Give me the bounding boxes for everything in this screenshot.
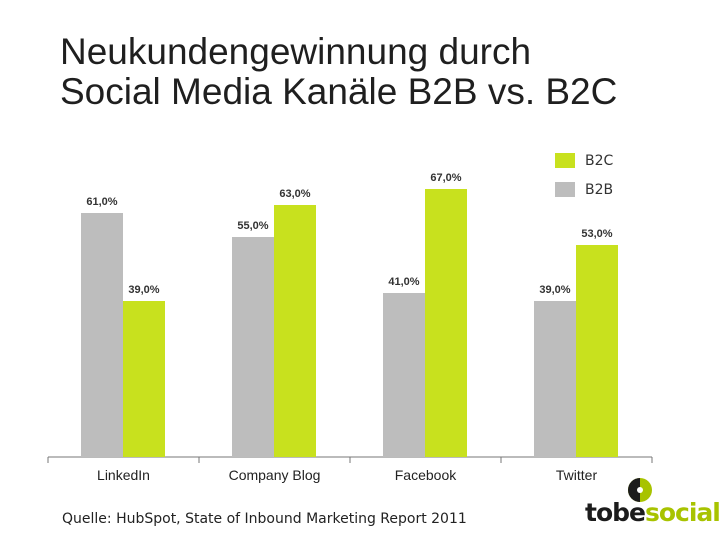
legend-label-b2c: B2C bbox=[585, 152, 614, 169]
bar-b2c-0 bbox=[123, 301, 165, 457]
title-line-2: Social Media Kanäle B2B vs. B2C bbox=[60, 71, 618, 112]
logo-wordmark: tobesocial bbox=[585, 498, 721, 527]
legend-item-b2b: B2B bbox=[555, 175, 613, 204]
source-note: Quelle: HubSpot, State of Inbound Market… bbox=[62, 511, 467, 527]
logo-part-2: social bbox=[644, 498, 721, 527]
bar-b2b-2 bbox=[383, 293, 425, 457]
bar-b2b-1 bbox=[232, 237, 274, 457]
data-label-b2b-1: 55,0% bbox=[237, 220, 268, 232]
data-label-b2c-2: 67,0% bbox=[430, 172, 461, 184]
x-tick-label-0: LinkedIn bbox=[97, 467, 150, 483]
data-label-b2c-3: 53,0% bbox=[581, 228, 612, 240]
x-tick-label-2: Facebook bbox=[395, 467, 457, 483]
data-label-b2c-0: 39,0% bbox=[128, 284, 159, 296]
page-title: Neukundengewinnung durch Social Media Ka… bbox=[60, 32, 710, 112]
legend-swatch-b2b bbox=[555, 182, 575, 197]
legend-label-b2b: B2B bbox=[585, 181, 614, 198]
logo-part-1: tobe bbox=[585, 498, 646, 527]
title-line-1: Neukundengewinnung durch bbox=[60, 31, 532, 72]
data-label-b2c-1: 63,0% bbox=[279, 188, 310, 200]
legend-swatch-b2c bbox=[555, 153, 575, 168]
tobesocial-logo: tobesocial bbox=[585, 478, 721, 528]
bar-b2b-3 bbox=[534, 301, 576, 457]
x-tick-label-3: Twitter bbox=[556, 467, 598, 483]
logo-mark-icon bbox=[628, 478, 652, 502]
bar-b2c-1 bbox=[274, 205, 316, 457]
x-tick-label-1: Company Blog bbox=[229, 467, 321, 483]
bar-b2c-3 bbox=[576, 245, 618, 457]
bar-b2b-0 bbox=[81, 213, 123, 457]
data-label-b2b-3: 39,0% bbox=[539, 284, 570, 296]
data-label-b2b-0: 61,0% bbox=[86, 196, 117, 208]
data-label-b2b-2: 41,0% bbox=[388, 276, 419, 288]
bar-b2c-2 bbox=[425, 189, 467, 457]
legend-item-b2c: B2C bbox=[555, 146, 613, 175]
chart-legend: B2C B2B bbox=[555, 146, 613, 204]
